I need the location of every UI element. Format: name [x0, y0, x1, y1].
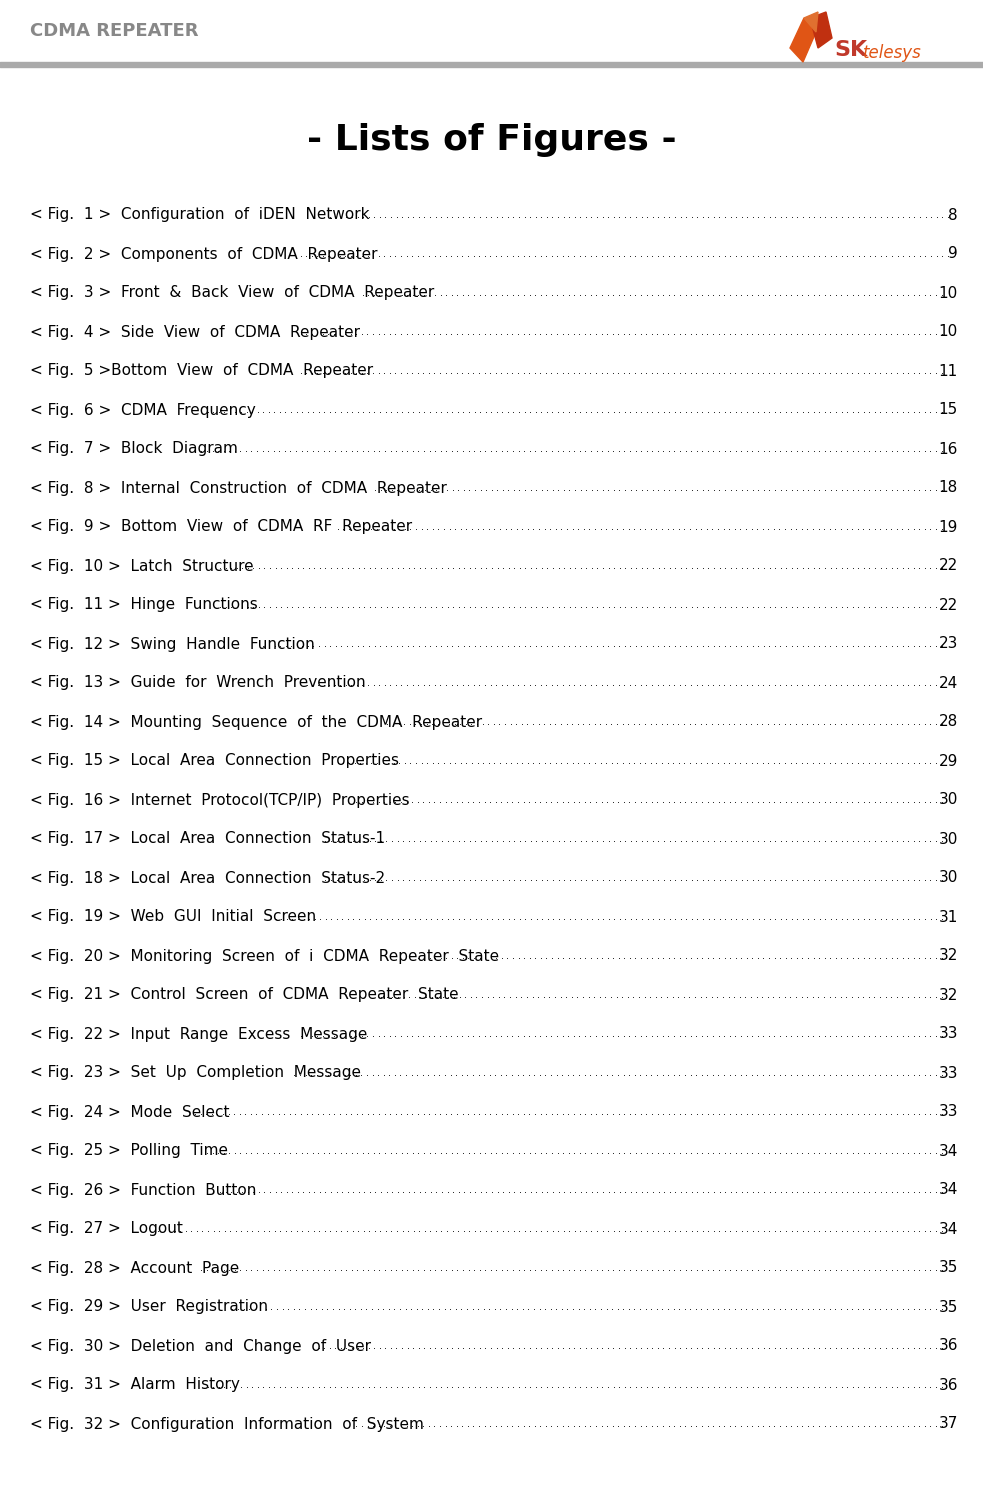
Text: 19: 19 — [939, 520, 958, 535]
Text: 35: 35 — [939, 1261, 958, 1276]
Text: < Fig.  32 >  Configuration  Information  of  System: < Fig. 32 > Configuration Information of… — [30, 1417, 424, 1432]
Text: < Fig.  1 >  Configuration  of  iDEN  Network: < Fig. 1 > Configuration of iDEN Network — [30, 208, 370, 223]
Text: < Fig.  2 >  Components  of  CDMA  Repeater: < Fig. 2 > Components of CDMA Repeater — [30, 247, 377, 261]
Text: < Fig.  10 >  Latch  Structure: < Fig. 10 > Latch Structure — [30, 558, 254, 573]
Text: telesys: telesys — [863, 45, 922, 62]
Text: SK: SK — [834, 40, 867, 59]
Text: 36: 36 — [939, 1338, 958, 1353]
Polygon shape — [790, 18, 816, 62]
Text: < Fig.  6 >  CDMA  Frequency: < Fig. 6 > CDMA Frequency — [30, 402, 256, 417]
Text: 34: 34 — [939, 1222, 958, 1237]
Text: < Fig.  18 >  Local  Area  Connection  Status-2: < Fig. 18 > Local Area Connection Status… — [30, 870, 385, 885]
Text: < Fig.  24 >  Mode  Select: < Fig. 24 > Mode Select — [30, 1105, 229, 1120]
Text: 30: 30 — [939, 832, 958, 846]
Text: < Fig.  16 >  Internet  Protocol(TCP/IP)  Properties: < Fig. 16 > Internet Protocol(TCP/IP) Pr… — [30, 793, 410, 808]
Text: 18: 18 — [939, 481, 958, 496]
Text: 30: 30 — [939, 870, 958, 885]
Text: 33: 33 — [939, 1105, 958, 1120]
Polygon shape — [810, 12, 832, 48]
Text: 32: 32 — [939, 988, 958, 1002]
Text: 15: 15 — [939, 402, 958, 417]
Text: 33: 33 — [939, 1026, 958, 1041]
Text: < Fig.  9 >  Bottom  View  of  CDMA  RF  Repeater: < Fig. 9 > Bottom View of CDMA RF Repeat… — [30, 520, 412, 535]
Text: < Fig.  23 >  Set  Up  Completion  Message: < Fig. 23 > Set Up Completion Message — [30, 1066, 361, 1081]
Text: < Fig.  29 >  User  Registration: < Fig. 29 > User Registration — [30, 1299, 268, 1314]
Text: < Fig.  20 >  Monitoring  Screen  of  i  CDMA  Repeater  State: < Fig. 20 > Monitoring Screen of i CDMA … — [30, 949, 499, 964]
Polygon shape — [804, 12, 818, 33]
Text: < Fig.  31 >  Alarm  History: < Fig. 31 > Alarm History — [30, 1378, 240, 1393]
Text: < Fig.  28 >  Account  Page: < Fig. 28 > Account Page — [30, 1261, 239, 1276]
Text: 29: 29 — [939, 753, 958, 769]
Text: 11: 11 — [939, 364, 958, 379]
Text: 30: 30 — [939, 793, 958, 808]
Text: < Fig.  3 >  Front  &  Back  View  of  CDMA  Repeater: < Fig. 3 > Front & Back View of CDMA Rep… — [30, 285, 434, 300]
Text: 34: 34 — [939, 1143, 958, 1158]
Text: 31: 31 — [939, 909, 958, 925]
Text: 23: 23 — [939, 637, 958, 652]
Text: < Fig.  13 >  Guide  for  Wrench  Prevention: < Fig. 13 > Guide for Wrench Prevention — [30, 676, 366, 691]
Text: 22: 22 — [939, 597, 958, 612]
Text: 9: 9 — [949, 247, 958, 261]
Text: 32: 32 — [939, 949, 958, 964]
Text: 35: 35 — [939, 1299, 958, 1314]
Text: < Fig.  14 >  Mounting  Sequence  of  the  CDMA  Repeater: < Fig. 14 > Mounting Sequence of the CDM… — [30, 714, 482, 729]
Text: < Fig.  21 >  Control  Screen  of  CDMA  Repeater  State: < Fig. 21 > Control Screen of CDMA Repea… — [30, 988, 459, 1002]
Text: - Lists of Figures -: - Lists of Figures - — [307, 123, 676, 157]
Text: < Fig.  26 >  Function  Button: < Fig. 26 > Function Button — [30, 1182, 257, 1197]
Text: 37: 37 — [939, 1417, 958, 1432]
Text: < Fig.  8 >  Internal  Construction  of  CDMA  Repeater: < Fig. 8 > Internal Construction of CDMA… — [30, 481, 447, 496]
Text: 34: 34 — [939, 1182, 958, 1197]
Text: < Fig.  19 >  Web  GUI  Initial  Screen: < Fig. 19 > Web GUI Initial Screen — [30, 909, 317, 925]
Text: 16: 16 — [939, 441, 958, 456]
Text: < Fig.  15 >  Local  Area  Connection  Properties: < Fig. 15 > Local Area Connection Proper… — [30, 753, 399, 769]
Text: 22: 22 — [939, 558, 958, 573]
Text: < Fig.  25 >  Polling  Time: < Fig. 25 > Polling Time — [30, 1143, 228, 1158]
Text: < Fig.  7 >  Block  Diagram: < Fig. 7 > Block Diagram — [30, 441, 238, 456]
Text: < Fig.  27 >  Logout: < Fig. 27 > Logout — [30, 1222, 183, 1237]
Text: < Fig.  17 >  Local  Area  Connection  Status-1: < Fig. 17 > Local Area Connection Status… — [30, 832, 385, 846]
Text: 8: 8 — [949, 208, 958, 223]
Text: < Fig.  12 >  Swing  Handle  Function: < Fig. 12 > Swing Handle Function — [30, 637, 315, 652]
Text: 10: 10 — [939, 285, 958, 300]
Text: CDMA REPEATER: CDMA REPEATER — [30, 22, 199, 40]
Text: < Fig.  4 >  Side  View  of  CDMA  Repeater: < Fig. 4 > Side View of CDMA Repeater — [30, 325, 360, 340]
Text: 33: 33 — [939, 1066, 958, 1081]
Text: 28: 28 — [939, 714, 958, 729]
Text: < Fig.  30 >  Deletion  and  Change  of  User: < Fig. 30 > Deletion and Change of User — [30, 1338, 371, 1353]
Text: 36: 36 — [939, 1378, 958, 1393]
Text: < Fig.  11 >  Hinge  Functions: < Fig. 11 > Hinge Functions — [30, 597, 258, 612]
Text: < Fig.  5 >Bottom  View  of  CDMA  Repeater: < Fig. 5 >Bottom View of CDMA Repeater — [30, 364, 374, 379]
Text: < Fig.  22 >  Input  Range  Excess  Message: < Fig. 22 > Input Range Excess Message — [30, 1026, 368, 1041]
Text: 24: 24 — [939, 676, 958, 691]
Text: 10: 10 — [939, 325, 958, 340]
